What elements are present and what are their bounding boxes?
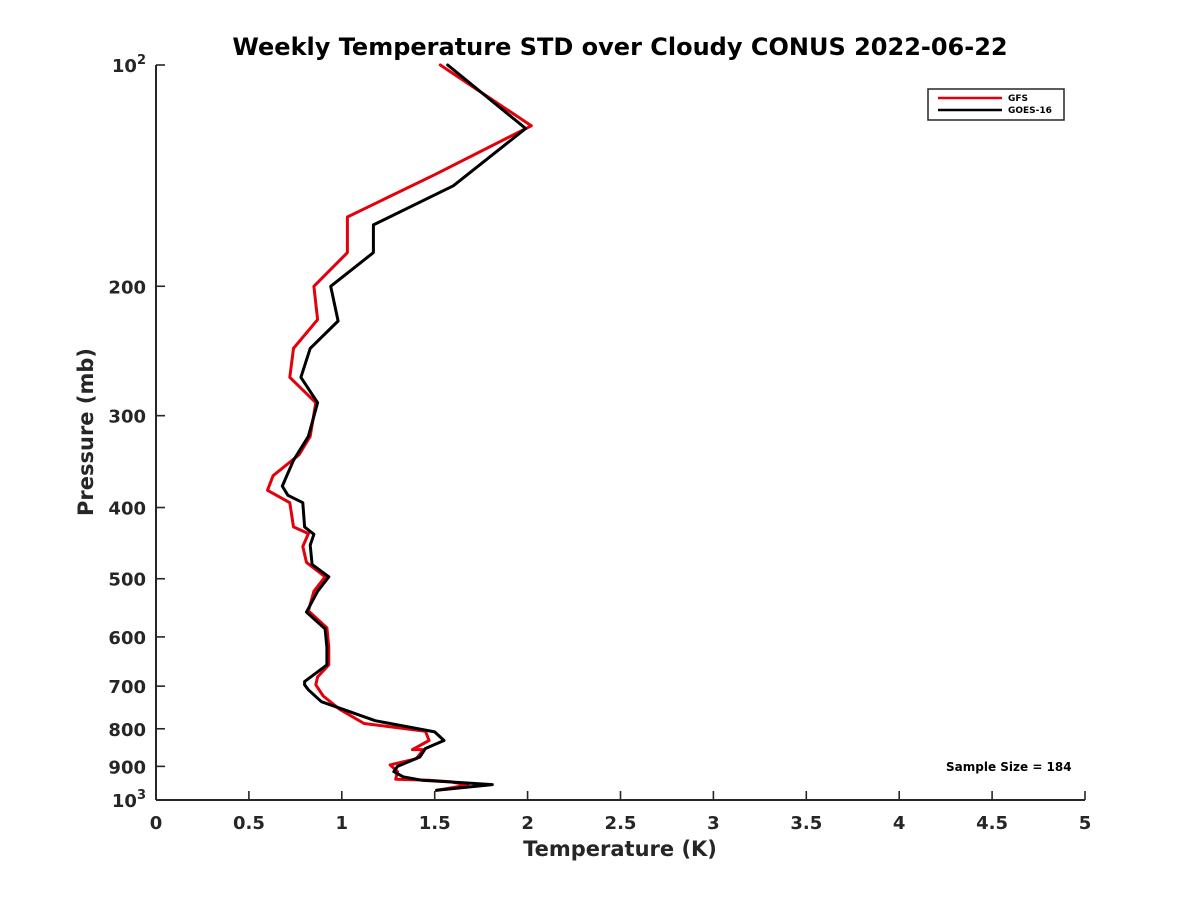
x-tick-label: 3.5 [790,813,822,834]
x-tick-label: 0.5 [233,813,265,834]
y-tick-label: 700 [108,677,146,698]
series-line-goes-16 [280,63,528,792]
chart-title: Weekly Temperature STD over Cloudy CONUS… [232,33,1007,61]
y-tick-label: 300 [108,407,146,428]
x-tick-label: 1 [336,813,349,834]
y-tick-label-base: 10 [112,791,137,812]
y-tick-label: 500 [108,570,146,591]
x-tick-label: 4.5 [976,813,1008,834]
x-tick-label: 1.5 [419,813,451,834]
x-tick-label: 2 [521,813,534,834]
y-tick-label: 400 [108,499,146,520]
y-tick-label: 200 [108,277,146,298]
y-tick-label: 900 [108,757,146,778]
series-layer [266,63,533,792]
x-tick-label: 0 [150,813,163,834]
y-tick-label: 600 [108,628,146,649]
x-axis-ticks: 0 0.5 1 1.5 2 2.5 3 3.5 4 4.5 5 [150,791,1092,834]
legend-box [927,88,1065,121]
y-tick-label-exponent: 3 [137,788,146,803]
y-tick-label: 103 [112,788,146,812]
x-tick-label: 5 [1079,813,1092,834]
y-tick-label: 102 [112,53,146,77]
legend: GFS GOES-16 [927,88,1065,121]
legend-label-goes-16: GOES-16 [1008,106,1052,116]
x-axis-label: Temperature (K) [523,837,717,861]
x-tick-label: 2.5 [605,813,637,834]
x-tick-label: 3 [707,813,720,834]
y-tick-label: 800 [108,720,146,741]
legend-label-gfs: GFS [1008,94,1028,104]
y-axis-label: Pressure (mb) [74,348,98,516]
y-tick-label-exponent: 2 [137,53,146,68]
x-tick-label: 4 [893,813,906,834]
y-tick-label-base: 10 [112,56,137,77]
sample-size-annotation: Sample Size = 184 [946,760,1072,774]
